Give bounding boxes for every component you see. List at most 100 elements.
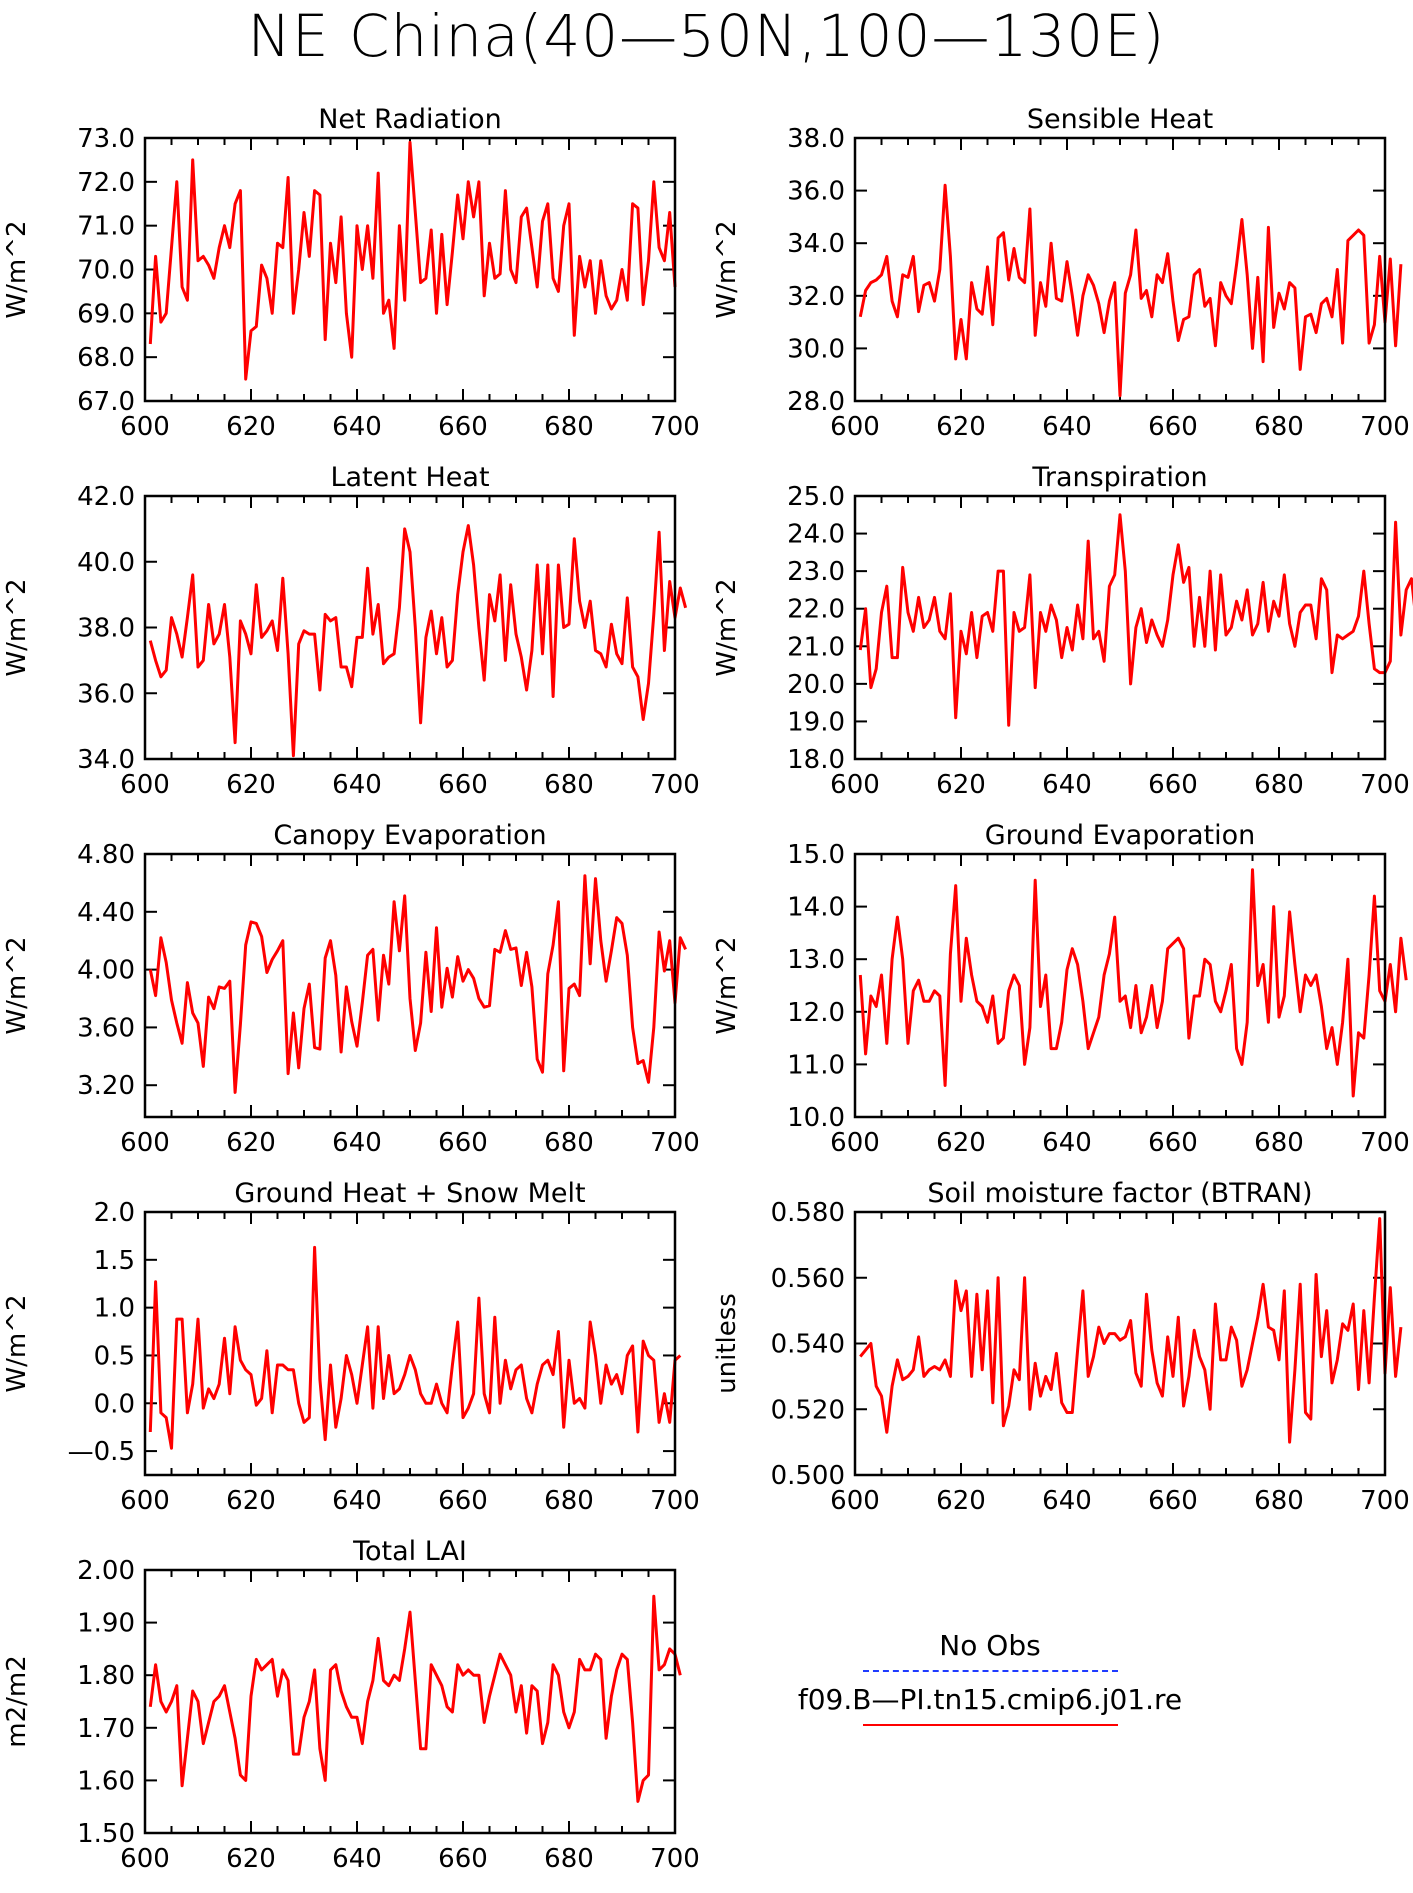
y-tick-label: 1.5 [94, 1246, 135, 1276]
x-tick-label: 700 [650, 412, 700, 442]
x-tick-label: 620 [936, 412, 986, 442]
plot-frame [143, 494, 677, 761]
y-tick-label: 20.0 [787, 670, 845, 700]
x-tick-label: 680 [544, 412, 594, 442]
series-line [858, 868, 1408, 1098]
series-line [858, 183, 1403, 398]
y-tick-label: 0.0 [94, 1389, 135, 1419]
y-tick-label: 73.0 [77, 124, 135, 154]
legend-line-model [862, 1724, 1118, 1726]
y-tick-label: 69.0 [77, 299, 135, 329]
y-tick-label: 24.0 [787, 520, 845, 550]
y-tick-label: 1.0 [94, 1294, 135, 1324]
x-tick-label: 620 [936, 770, 986, 800]
x-tick-label: 640 [1042, 1128, 1092, 1158]
legend-label-obs: No Obs [939, 1629, 1041, 1662]
y-axis-label: m2/m2 [2, 1655, 32, 1748]
y-tick-label: 15.0 [787, 840, 845, 870]
y-tick-label: 4.00 [77, 956, 135, 986]
y-tick-label: 36.0 [787, 177, 845, 207]
chart-panel: Transpiration W/m^2 600 620 640 660 680 700 18.0… [712, 462, 1413, 800]
series-line [148, 1594, 682, 1803]
chart-panel: Ground Evaporation W/m^2 600 620 640 660 680 70… [712, 820, 1410, 1158]
chart-panel: Total LAI m2/m2 600 620 640 660 680 700 1.50 1.60… [2, 1536, 700, 1874]
x-tick-label: 600 [120, 1128, 170, 1158]
x-tick-label: 660 [438, 770, 488, 800]
x-tick-label: 640 [332, 770, 382, 800]
series-line [148, 524, 688, 758]
x-tick-label: 680 [544, 1486, 594, 1516]
y-tick-label: 0.520 [771, 1395, 845, 1425]
y-axis-label: W/m^2 [712, 936, 742, 1034]
chart-title: Sensible Heat [1027, 104, 1213, 135]
x-tick-label: 660 [1148, 1486, 1198, 1516]
y-tick-label: 22.0 [787, 595, 845, 625]
y-tick-label: 34.0 [787, 229, 845, 259]
y-tick-label: 2.00 [77, 1556, 135, 1586]
chart-title: Total LAI [352, 1536, 467, 1567]
y-tick-label: 1.50 [77, 1819, 135, 1849]
x-tick-label: 660 [438, 1128, 488, 1158]
x-tick-label: 600 [830, 1128, 880, 1158]
series-line [148, 1245, 682, 1450]
y-tick-label: 72.0 [77, 168, 135, 198]
y-tick-label: 0.580 [771, 1198, 845, 1228]
plot-frame [143, 852, 677, 1119]
x-tick-label: 600 [830, 1486, 880, 1516]
y-axis-label: unitless [712, 1293, 742, 1394]
y-axis-label: W/m^2 [2, 220, 32, 318]
x-tick-label: 700 [1360, 770, 1410, 800]
chart-title: Canopy Evaporation [273, 820, 546, 851]
y-axis-label: W/m^2 [2, 578, 32, 676]
y-tick-label: 68.0 [77, 343, 135, 373]
x-tick-label: 680 [544, 1128, 594, 1158]
chart-panel: Sensible Heat W/m^2 600 620 640 660 680 700 28.0… [712, 104, 1410, 442]
x-tick-label: 620 [226, 1844, 276, 1874]
legend-line-obs [862, 1670, 1118, 1672]
x-tick-label: 600 [830, 412, 880, 442]
legend: No Obs f09.B—PI.tn15.cmip6.j01.re [740, 1628, 1240, 1736]
x-tick-label: 660 [1148, 770, 1198, 800]
y-tick-label: 28.0 [787, 387, 845, 417]
x-tick-label: 700 [650, 1844, 700, 1874]
x-tick-label: 620 [226, 1128, 276, 1158]
chart-title: Ground Evaporation [985, 820, 1256, 851]
x-tick-label: 640 [332, 1128, 382, 1158]
y-tick-label: 38.0 [77, 614, 135, 644]
x-tick-label: 680 [1254, 412, 1304, 442]
y-tick-label: 14.0 [787, 893, 845, 923]
chart-panel: Net Radiation W/m^2 600 620 640 660 680 700 67.0… [2, 104, 700, 442]
x-tick-label: 600 [120, 1486, 170, 1516]
x-tick-label: 660 [438, 412, 488, 442]
y-tick-label: 40.0 [77, 548, 135, 578]
plot-frame [143, 136, 677, 403]
y-tick-label: —0.5 [68, 1437, 135, 1467]
y-axis-label: W/m^2 [2, 1294, 32, 1392]
chart-title: Latent Heat [330, 462, 489, 493]
y-tick-label: 30.0 [787, 334, 845, 364]
y-tick-label: 13.0 [787, 945, 845, 975]
x-tick-label: 680 [1254, 770, 1304, 800]
x-tick-label: 640 [1042, 1486, 1092, 1516]
series-line [859, 1217, 1403, 1444]
chart-panel: Soil moisture factor (BTRAN) unitless 600 6… [712, 1178, 1410, 1516]
y-tick-label: 19.0 [787, 707, 845, 737]
y-tick-label: 2.0 [94, 1198, 135, 1228]
y-tick-label: 4.40 [77, 898, 135, 928]
x-tick-label: 700 [650, 1128, 700, 1158]
y-axis-label: W/m^2 [2, 936, 32, 1034]
x-tick-label: 620 [226, 770, 276, 800]
x-tick-label: 680 [1254, 1486, 1304, 1516]
x-tick-label: 620 [936, 1486, 986, 1516]
x-tick-label: 700 [650, 1486, 700, 1516]
series-line [148, 874, 687, 1094]
x-tick-label: 700 [1360, 1128, 1410, 1158]
y-tick-label: 23.0 [787, 557, 845, 587]
y-tick-label: 12.0 [787, 998, 845, 1028]
x-tick-label: 680 [1254, 1128, 1304, 1158]
chart-title: Net Radiation [318, 104, 502, 135]
y-tick-label: 0.540 [771, 1330, 845, 1360]
x-tick-label: 640 [1042, 770, 1092, 800]
y-tick-label: 4.80 [77, 840, 135, 870]
chart-panel: Canopy Evaporation W/m^2 600 620 640 660 680 70… [2, 820, 700, 1158]
